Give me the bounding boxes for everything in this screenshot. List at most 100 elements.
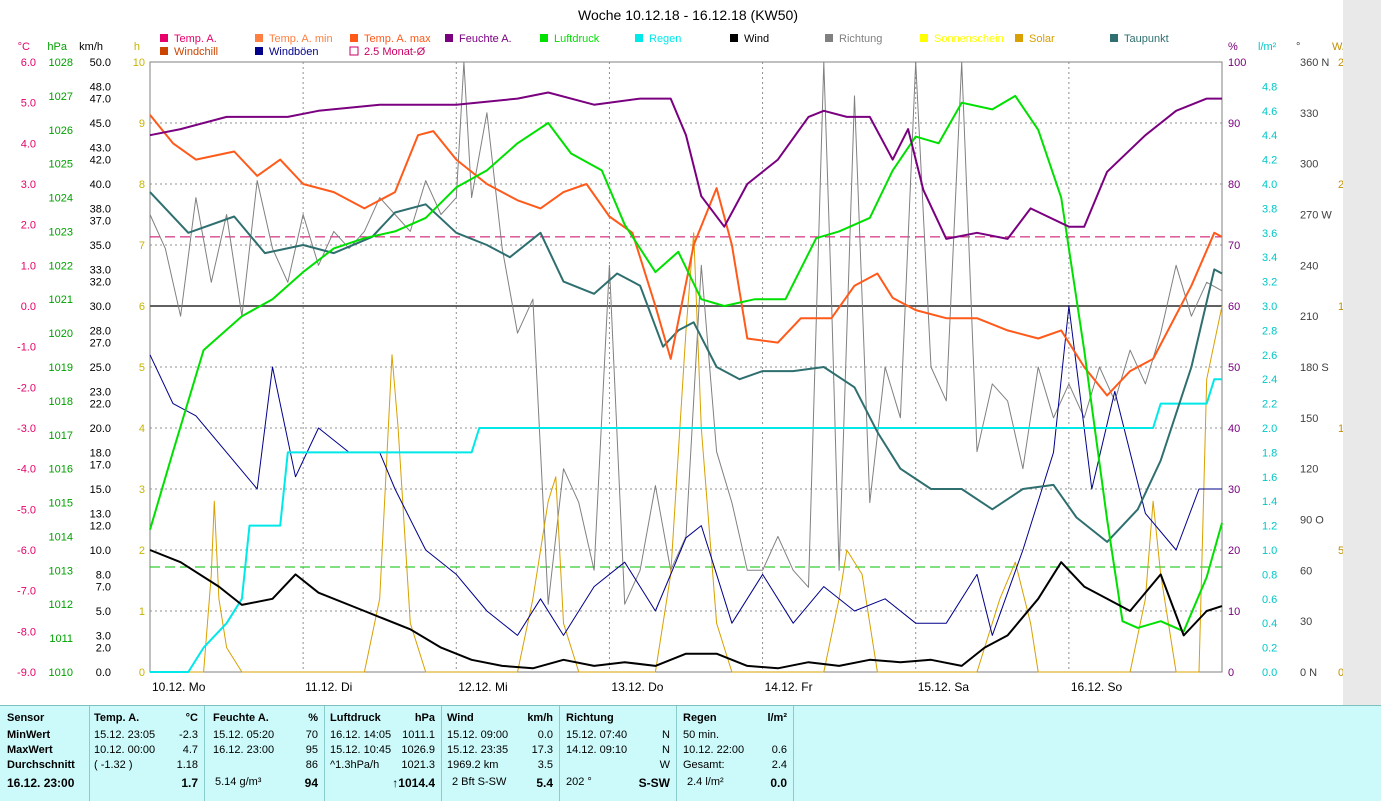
dir-tick-label: 360 N (1300, 57, 1329, 69)
rain-tick-label: 2.6 (1262, 350, 1277, 362)
stats-col-labels: Sensor MinWert MaxWert Durchschnitt 16.1… (0, 706, 90, 801)
wind-dist: 1969.2 km (447, 759, 499, 771)
press-tick-label: 1025 (49, 159, 73, 171)
press-tick-label: 1018 (49, 396, 73, 408)
press-min-time: 16.12. 14:05 (330, 729, 392, 741)
hum-tick-label: 10 (1228, 606, 1240, 618)
press-tick-label: 1014 (49, 531, 73, 543)
sun-tick-label: 7 (139, 240, 145, 252)
sun-tick-label: 2 (139, 545, 145, 557)
press-unit-label: hPa (47, 41, 67, 53)
sun-tick-label: 6 (139, 301, 145, 313)
wind-tick-label: 48.0 (90, 81, 111, 93)
series-line-windb-en (149, 305, 1222, 636)
wind-max-time: 15.12. 23:35 (447, 744, 509, 756)
legend-swatch (160, 34, 168, 42)
temp-tick-label: 0.0 (21, 301, 36, 313)
temp-min: -2.3 (179, 729, 198, 741)
dir-tick-label: 180 S (1300, 362, 1329, 374)
legend-swatch (255, 47, 263, 55)
wind-tick-label: 18.0 (90, 447, 111, 459)
rain-tick-label: 2.8 (1262, 325, 1277, 337)
wind-max: 17.3 (531, 744, 553, 756)
dir-tick-label: 330 (1300, 108, 1318, 120)
chart-series (149, 61, 1223, 673)
stats-col-rain: Regen l/m² 50 min. 10.12. 22:00 0.6 Gesa… (677, 706, 794, 801)
legend-label: Windböen (269, 46, 319, 58)
temp-tick-label: 1.0 (21, 260, 36, 272)
legend-swatch (445, 34, 453, 42)
rain-tick-label: 1.8 (1262, 447, 1277, 459)
chart-axes: 10.12. Mo 11.12. Di 12.12. Mi 13.12. Do 14.1… (17, 41, 1359, 694)
press-unit: hPa (414, 712, 435, 724)
legend-swatch (1110, 34, 1118, 42)
x-tick-label: 13.12. Do (611, 680, 663, 694)
temp-tick-label: -6.0 (17, 545, 36, 557)
wind-tick-label: 23.0 (90, 386, 111, 398)
sun-tick-label: 3 (139, 484, 145, 496)
rain-tick-label: 0.0 (1262, 667, 1277, 679)
temp-tick-label: -7.0 (17, 586, 36, 598)
hum-tick-label: 50 (1228, 362, 1240, 374)
temp-tick-label: 5.0 (21, 98, 36, 110)
x-tick-label: 10.12. Mo (152, 680, 206, 694)
press-tick-label: 1013 (49, 565, 73, 577)
rain-tick-label: 4.6 (1262, 106, 1277, 118)
wind-tick-label: 12.0 (90, 521, 111, 533)
wind-tick-label: 22.0 (90, 399, 111, 411)
rain-unit-label: l/m² (1258, 41, 1277, 53)
stats-col-press: Luftdruck hPa 16.12. 14:05 1011.1 15.12.… (325, 706, 442, 801)
x-tick-label: 11.12. Di (305, 680, 352, 694)
legend-entry: Windböen (255, 46, 319, 58)
legend-entry: Temp. A. max (350, 33, 431, 45)
rain-current: 0.0 (770, 776, 787, 790)
temp-tick-label: -8.0 (17, 626, 36, 638)
wind-tick-label: 45.0 (90, 118, 111, 130)
temp-max-time: 10.12. 00:00 (94, 744, 156, 756)
chart-title: Woche 10.12.18 - 16.12.18 (KW50) (578, 7, 798, 23)
wind-tick-label: 20.0 (90, 423, 111, 435)
dir-avg: W (659, 759, 670, 771)
dir-tick-label: 270 W (1300, 210, 1332, 222)
legend-label: Richtung (839, 33, 882, 45)
wind-unit-label: km/h (79, 41, 103, 53)
wind-tick-label: 7.0 (96, 582, 111, 594)
hum-tick-label: 100 (1228, 57, 1246, 69)
press-current: ↑1014.4 (392, 776, 435, 790)
legend-label: 2.5 Monat-Ø (364, 46, 426, 58)
rain-tick-label: 0.8 (1262, 569, 1277, 581)
press-avg: 1021.3 (401, 759, 435, 771)
rain-tick-label: 0.6 (1262, 594, 1277, 606)
temp-tick-label: 3.0 (21, 179, 36, 191)
dir-current: S-SW (638, 776, 670, 790)
series-line-regen (150, 378, 1222, 673)
temp-unit-label: °C (18, 41, 30, 53)
legend-entry: Temp. A. min (255, 33, 333, 45)
sun-tick-label: 4 (139, 423, 145, 435)
wind-tick-label: 0.0 (96, 667, 111, 679)
sun-tick-label: 1 (139, 606, 145, 618)
wind-tick-label: 2.0 (96, 643, 111, 655)
dir-tick-label: 210 (1300, 311, 1318, 323)
label-avg: Durchschnitt (7, 759, 75, 771)
temp-tick-label: -3.0 (17, 423, 36, 435)
dir-tick-label: 0 N (1300, 667, 1317, 679)
x-tick-label: 14.12. Fr (765, 680, 813, 694)
legend-label: Luftdruck (554, 33, 600, 45)
dir-tick-label: 120 (1300, 464, 1318, 476)
legend-entry: Regen (635, 33, 681, 45)
press-tick-label: 1023 (49, 226, 73, 238)
legend-swatch (635, 34, 643, 42)
press-tick-label: 1012 (49, 599, 73, 611)
legend-swatch (349, 46, 359, 56)
hum-tick-label: 80 (1228, 179, 1240, 191)
rain-unit: l/m² (767, 712, 787, 724)
legend-entry: Sonnenschein (920, 33, 1004, 45)
dir-min: N (662, 729, 670, 741)
legend-entry: Taupunkt (1110, 33, 1169, 45)
press-max-time: 15.12. 10:45 (330, 744, 392, 756)
temp-unit: °C (185, 712, 198, 724)
wind-header: Wind (447, 712, 474, 724)
series-line-solar (150, 232, 1223, 673)
series-line-wind (149, 549, 1223, 670)
